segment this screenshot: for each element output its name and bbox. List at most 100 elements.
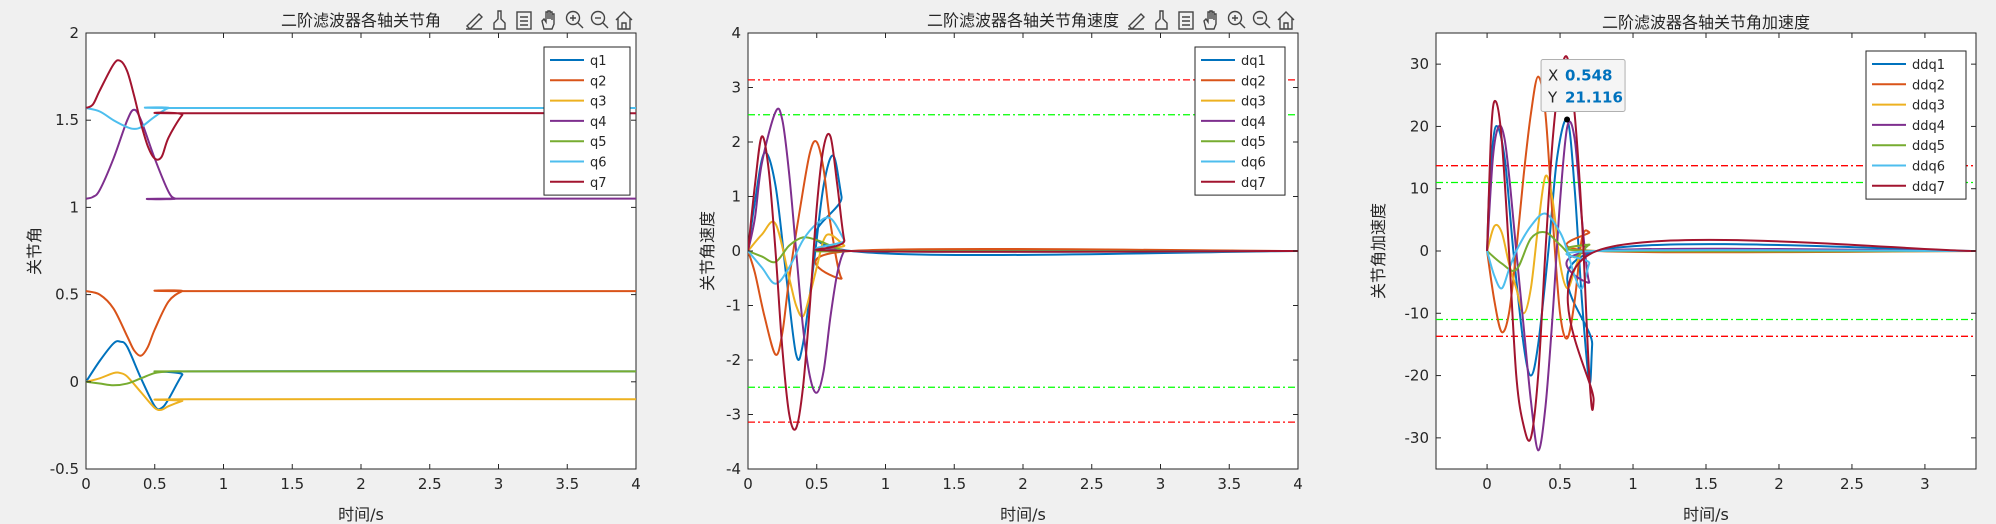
legend-entry-q4: q4 [590, 115, 607, 130]
pan-icon[interactable] [541, 10, 555, 30]
x-tick-label: 3 [1920, 475, 1930, 493]
series-line-q7 [86, 59, 636, 161]
datatip-x-value: 0.548 [1565, 66, 1612, 84]
x-tick-label: 2 [1018, 475, 1028, 493]
x-tick-label: 1.5 [942, 475, 966, 493]
y-tick-label: 2 [69, 24, 79, 42]
datatip[interactable]: X 0.548 Y 21.116 [1540, 58, 1626, 123]
legend-toggle-icon[interactable] [1178, 11, 1194, 30]
legend-entry-ddq6: ddq6 [1912, 160, 1945, 175]
y-tick-label: 1 [731, 188, 741, 206]
chart-title: 二阶滤波器各轴关节角速度 [927, 11, 1119, 30]
legend-entry-q1: q1 [590, 54, 607, 69]
chart-panel-joint-velocity: 0 0.5 1 1.5 2 2.5 3 3.5 4 -4 -3 -2 -1 0 1 2 3 4 二阶滤波器各轴关节… [698, 6, 1303, 524]
axes-toolbar[interactable] [461, 6, 639, 30]
legend-entry-q3: q3 [590, 95, 607, 110]
legend-entry-ddq4: ddq4 [1912, 119, 1945, 134]
y-axis-label: 关节角加速度 [1369, 203, 1388, 299]
legend[interactable]: dq1 dq2 dq3 dq4 dq5 dq6 dq7 [1194, 46, 1286, 196]
y-tick-label: 0.5 [55, 286, 79, 304]
x-tick-label: 0 [81, 475, 91, 493]
x-tick-label: 1 [1628, 475, 1638, 493]
series-line-q6 [86, 106, 636, 130]
chart-title: 二阶滤波器各轴关节角 [281, 11, 441, 30]
legend-entry-dq5: dq5 [1241, 135, 1266, 150]
x-tick-label: 0.5 [1548, 475, 1572, 493]
zoom-out-icon[interactable] [590, 10, 609, 29]
brush-icon[interactable] [1155, 10, 1168, 30]
home-icon[interactable] [615, 11, 633, 30]
series-line-q4 [86, 108, 636, 201]
y-tick-label: 1.5 [55, 111, 79, 129]
chart-panel-joint-angle: 0 0.5 1 1.5 2 2.5 3 3.5 4-0.500.511.52 二阶滤波器各轴关节… [25, 6, 641, 524]
home-icon[interactable] [1277, 11, 1295, 30]
x-tick-label: 3 [1156, 475, 1166, 493]
y-tick-label: -4 [726, 460, 741, 478]
legend-toggle-icon[interactable] [516, 11, 532, 30]
datatip-y-value: 21.116 [1565, 88, 1623, 106]
series-line-ddq7 [1486, 55, 1976, 442]
series-line-ddq5 [1486, 230, 1976, 272]
x-tick-label: 0.5 [143, 475, 167, 493]
legend-entry-q6: q6 [590, 156, 607, 171]
y-tick-label: 2 [731, 133, 741, 151]
legend[interactable]: q1 q2 q3 q4 q5 q6 q7 [543, 46, 631, 196]
series-line-ddq6 [1486, 212, 1976, 290]
x-tick-label: 2.5 [418, 475, 442, 493]
y-tick-label: 1 [69, 198, 79, 216]
zoom-in-icon[interactable] [565, 10, 584, 29]
legend-entry-ddq3: ddq3 [1912, 99, 1945, 114]
y-tick-label: 0 [1419, 242, 1429, 260]
legend-entry-ddq7: ddq7 [1912, 180, 1945, 195]
y-tick-label: 10 [1410, 180, 1429, 198]
legend-entry-dq4: dq4 [1241, 115, 1266, 130]
y-tick-label: 4 [731, 24, 741, 42]
series-line-ddq2 [1486, 75, 1976, 340]
y-tick-label: -1 [726, 297, 741, 315]
pan-icon[interactable] [1203, 10, 1217, 30]
legend[interactable]: ddq1 ddq2 ddq3 ddq4 ddq5 ddq6 ddq7 [1865, 50, 1967, 200]
edit-plot-icon[interactable] [466, 13, 483, 30]
legend-entry-q2: q2 [590, 74, 607, 89]
x-tick-label: 2 [1774, 475, 1784, 493]
datatip-y-label: Y [1547, 88, 1558, 106]
legend-entry-ddq2: ddq2 [1912, 78, 1945, 93]
axes-toolbar[interactable] [1123, 6, 1301, 30]
legend-entry-q7: q7 [590, 176, 607, 191]
edit-plot-icon[interactable] [1128, 13, 1145, 30]
x-tick-label: 4 [631, 475, 641, 493]
legend-entry-dq7: dq7 [1241, 176, 1266, 191]
chart-panel-joint-acceleration: 0 0.5 1 1.5 2 2.5 3 -30 -20 -10 0 10 20 30 二阶滤波器各轴关节角… [1369, 13, 1977, 524]
x-tick-label: 2.5 [1080, 475, 1104, 493]
zoom-in-icon[interactable] [1227, 10, 1246, 29]
x-axis-label: 时间/s [1000, 505, 1046, 524]
zoom-out-icon[interactable] [1252, 10, 1271, 29]
x-tick-label: 0.5 [805, 475, 829, 493]
y-tick-label: -0.5 [50, 460, 79, 478]
series-line-q3 [86, 371, 636, 412]
brush-icon[interactable] [493, 10, 506, 30]
x-tick-label: 3.5 [1217, 475, 1241, 493]
legend-entry-dq3: dq3 [1241, 95, 1266, 110]
series-line-dq7 [748, 132, 1298, 431]
chart-title: 二阶滤波器各轴关节角加速度 [1602, 13, 1810, 32]
legend-entry-dq1: dq1 [1241, 54, 1266, 69]
y-tick-label: -10 [1405, 304, 1430, 322]
legend-entry-ddq1: ddq1 [1912, 58, 1945, 73]
y-axis-label: 关节角 [25, 227, 44, 275]
legend-entry-dq2: dq2 [1241, 74, 1266, 89]
y-tick-label: 20 [1410, 117, 1429, 135]
x-tick-label: 1.5 [1694, 475, 1718, 493]
y-tick-label: -3 [726, 406, 741, 424]
x-tick-label: 3 [494, 475, 504, 493]
x-tick-label: 1.5 [280, 475, 304, 493]
y-tick-label: 30 [1410, 55, 1429, 73]
x-tick-label: 2.5 [1840, 475, 1864, 493]
x-tick-label: 3.5 [555, 475, 579, 493]
x-axis-label: 时间/s [338, 505, 384, 524]
legend-entry-q5: q5 [590, 135, 607, 150]
datatip-marker [1564, 116, 1571, 123]
y-tick-label: -30 [1405, 429, 1430, 447]
datatip-box [1540, 58, 1626, 112]
